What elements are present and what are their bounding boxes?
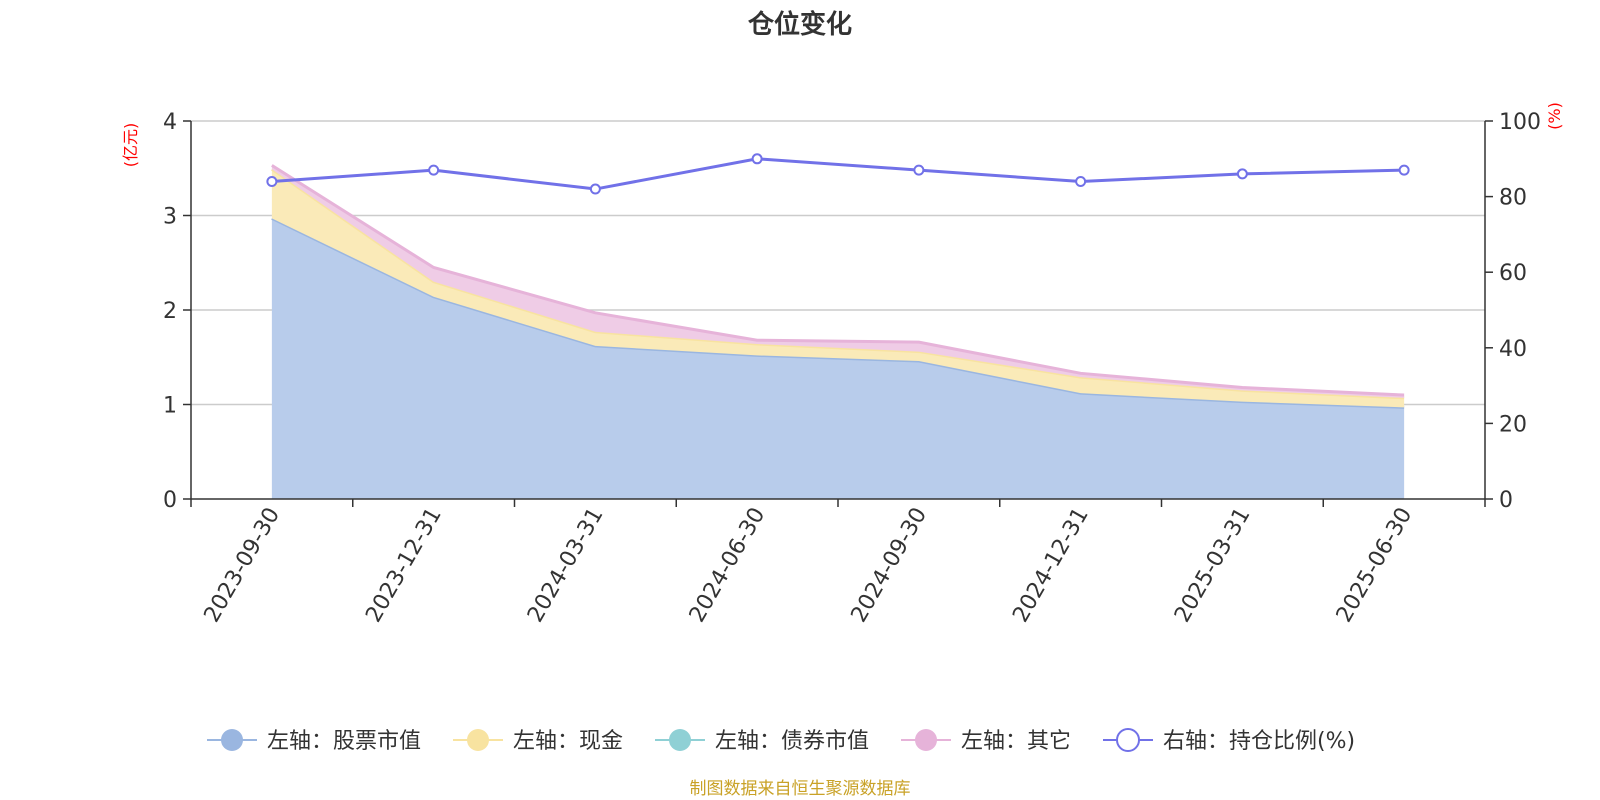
legend-circle-marker [221,729,243,751]
left-axis-tick-label: 0 [163,488,177,513]
legend-item: 左轴：现金 [453,729,623,754]
x-axis-tick-label: 2024-12-31 [1008,504,1094,627]
x-axis-tick-label: 2025-06-30 [1332,504,1418,627]
left-axis-tick-label: 3 [163,205,177,230]
legend-circle-marker [915,729,937,751]
right-axis-tick-label: 100 [1499,110,1541,135]
x-axis-tick-label: 2024-03-31 [523,504,609,627]
legend-label: 左轴：债券市值 [715,729,869,754]
legend-item: 左轴：其它 [901,729,1071,754]
legend-item: 左轴：股票市值 [207,729,421,754]
legend-label: 右轴：持仓比例(%) [1163,729,1355,754]
right-axis-tick-label: 20 [1499,412,1527,437]
legend-item: 右轴：持仓比例(%) [1103,728,1355,754]
left-axis-tick-label: 2 [163,299,177,324]
position-ratio-line [266,153,1410,195]
right-axis-tick-label: 40 [1499,337,1527,362]
legend-label: 左轴：股票市值 [267,729,421,754]
line-point [266,175,278,187]
legend-label: 左轴：其它 [961,729,1071,754]
legend-item: 左轴：债券市值 [655,729,869,754]
legend: 左轴：股票市值 左轴：现金 左轴：债券市值 左轴：其它 右轴：持仓比例(%) [207,728,1355,754]
line-point [428,164,440,176]
area-edge-series-3 [271,164,1405,397]
chart-title: 仓位变化 [747,9,852,40]
line-point [1398,164,1410,176]
legend-circle-marker [1116,728,1140,752]
line-point [751,153,763,165]
stacked-areas [271,164,1405,499]
right-axis-unit: (%) [1545,102,1564,130]
x-axis-tick-label: 2025-03-31 [1170,504,1256,627]
left-axis-unit: (亿元) [121,123,140,168]
right-axis-tick-label: 80 [1499,186,1527,211]
left-axis-tick-label: 1 [163,394,177,419]
line-point [589,183,601,195]
legend-label: 左轴：现金 [513,729,623,754]
legend-circle-marker [467,729,489,751]
x-axis-tick-label: 2023-12-31 [361,504,447,627]
legend-circle-marker [669,729,691,751]
x-axis-tick-label: 2023-09-30 [199,504,285,627]
right-axis-tick-label: 0 [1499,488,1513,513]
line-point [1236,168,1248,180]
x-axis-tick-label: 2024-09-30 [846,504,932,627]
line-point [913,164,925,176]
right-axis-tick-label: 60 [1499,261,1527,286]
x-axis-tick-label: 2024-06-30 [685,504,771,627]
left-axis-tick-label: 4 [163,110,177,135]
line-series-0 [271,157,1405,191]
line-point [1075,175,1087,187]
data-source-note: 制图数据来自恒生聚源数据库 [690,779,911,799]
